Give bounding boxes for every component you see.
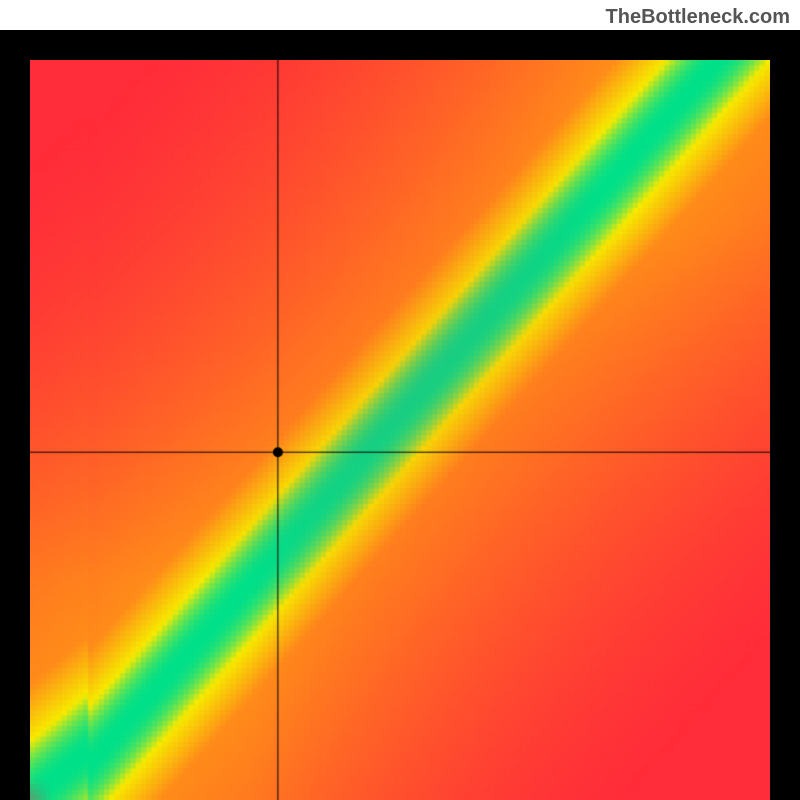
frame-right: [770, 30, 800, 800]
bottleneck-heatmap: [30, 60, 770, 800]
chart-container: TheBottleneck.com: [0, 0, 800, 800]
watermark-text: TheBottleneck.com: [606, 6, 790, 29]
frame-top: [0, 30, 800, 60]
frame-left: [0, 30, 30, 800]
